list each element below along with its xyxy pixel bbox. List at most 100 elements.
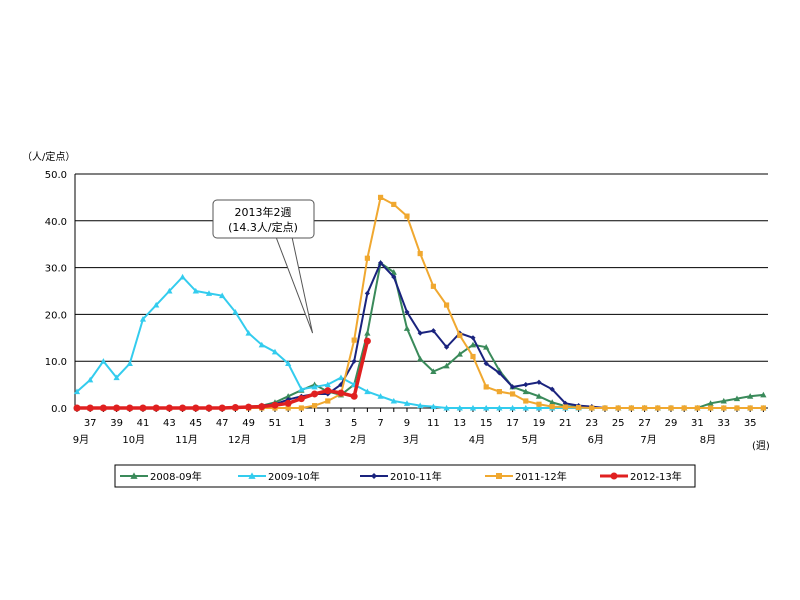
data-point <box>641 405 648 411</box>
data-point <box>231 404 239 412</box>
data-point <box>113 404 121 412</box>
data-point <box>192 287 199 294</box>
x-tick-label: 51 <box>269 418 282 429</box>
y-tick-label: 10.0 <box>45 357 67 368</box>
x-tick-label: 43 <box>163 418 176 429</box>
data-point <box>470 335 476 341</box>
x-tick-label: 1 <box>298 418 304 429</box>
data-point <box>734 405 740 411</box>
data-point <box>245 330 252 336</box>
data-point <box>219 292 226 299</box>
series-2012-13年 <box>73 337 371 412</box>
data-point <box>298 386 305 392</box>
data-point <box>549 403 555 410</box>
data-point <box>523 398 529 404</box>
y-tick-label: 20.0 <box>45 310 67 321</box>
data-point <box>430 368 437 374</box>
month-label: 4月 <box>469 434 485 446</box>
annotation-line-1: 2013年2週 <box>235 205 292 219</box>
legend-label: 2012-13年 <box>630 470 682 483</box>
data-point <box>483 344 490 350</box>
data-point <box>391 274 397 280</box>
data-point <box>87 376 94 383</box>
data-point <box>403 400 411 406</box>
data-point <box>404 213 410 219</box>
data-point <box>404 309 410 315</box>
plot-area <box>75 174 768 408</box>
data-point <box>311 383 318 390</box>
data-point <box>218 404 226 412</box>
x-tick-label: 45 <box>189 418 202 429</box>
data-point <box>245 403 253 411</box>
data-point <box>325 398 331 404</box>
data-point <box>338 382 344 388</box>
data-point <box>469 341 477 348</box>
data-point <box>73 404 81 412</box>
x-tick-label: 47 <box>216 418 229 429</box>
data-point <box>575 404 582 411</box>
data-point <box>337 389 345 397</box>
data-point <box>535 393 543 399</box>
x-tick-label: 37 <box>84 418 97 429</box>
y-axis-unit-label: （人/定点） <box>22 150 75 163</box>
data-point <box>509 391 516 397</box>
data-point <box>371 473 377 479</box>
data-point <box>258 341 265 348</box>
data-point <box>610 472 618 480</box>
data-point <box>73 388 81 395</box>
legend: 2008-09年 2009-10年 2010-11年 2011-12年 2012-13年 <box>114 464 696 488</box>
y-tick-label: 50.0 <box>45 170 67 181</box>
x-tick-label: 27 <box>638 418 651 429</box>
data-point <box>470 353 476 360</box>
x-tick-label: 15 <box>480 418 493 429</box>
data-point <box>311 390 319 398</box>
data-point <box>351 358 357 364</box>
month-label: 9月 <box>73 434 89 446</box>
data-point <box>311 403 318 409</box>
data-point <box>99 404 107 412</box>
data-point <box>391 201 397 208</box>
annotation-line-2: (14.3人/定点) <box>228 220 298 234</box>
data-point <box>760 405 766 411</box>
data-point <box>443 404 450 411</box>
data-point <box>549 386 555 392</box>
legend-label: 2008-09年 <box>150 470 202 483</box>
data-point <box>760 391 767 398</box>
data-point <box>165 404 173 412</box>
data-point <box>248 472 256 479</box>
data-point <box>126 404 134 412</box>
x-tick-label: 7 <box>377 418 383 429</box>
legend-label: 2009-10年 <box>268 470 320 483</box>
data-point <box>456 351 463 357</box>
data-point <box>324 381 331 388</box>
data-point <box>496 389 502 395</box>
data-point <box>483 384 489 390</box>
data-point <box>324 387 332 395</box>
data-point <box>205 404 213 412</box>
data-point <box>747 393 754 399</box>
data-point <box>390 269 397 275</box>
data-point <box>271 401 279 409</box>
legend-label: 2010-11年 <box>390 470 442 483</box>
data-point <box>496 370 502 376</box>
data-point <box>456 404 463 411</box>
data-point <box>377 393 384 399</box>
month-label: 6月 <box>588 434 604 446</box>
data-point <box>469 404 477 411</box>
data-point <box>152 404 160 412</box>
data-point <box>417 402 424 409</box>
x-tick-label: 29 <box>665 418 678 429</box>
data-point <box>351 337 357 343</box>
data-point <box>364 255 370 261</box>
data-point <box>192 404 200 412</box>
data-point <box>694 405 700 411</box>
legend-box <box>114 464 696 488</box>
data-point <box>179 404 187 412</box>
data-point <box>337 374 345 381</box>
data-point <box>483 360 489 367</box>
data-point <box>522 388 529 395</box>
data-point <box>496 404 503 411</box>
month-label: 8月 <box>700 434 716 446</box>
data-point <box>536 401 542 407</box>
